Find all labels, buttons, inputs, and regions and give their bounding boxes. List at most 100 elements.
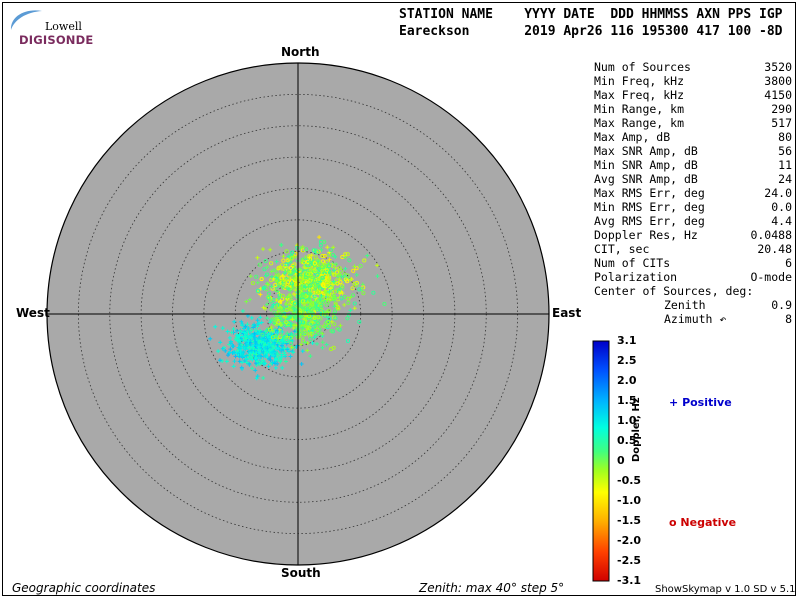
- colorbar-tick-label: 0.5: [617, 434, 637, 447]
- source-point-positive: [290, 317, 295, 322]
- source-point-positive: [284, 276, 289, 281]
- source-point-negative: [274, 270, 279, 275]
- source-point-negative: [308, 267, 313, 272]
- source-point-positive: [273, 288, 278, 293]
- source-point-negative: [292, 301, 298, 306]
- source-point-negative: [307, 321, 312, 326]
- source-point-positive: [220, 326, 225, 331]
- source-point-positive: [337, 277, 342, 282]
- source-point-positive: [289, 345, 294, 350]
- source-point-positive: [271, 345, 276, 350]
- source-point-negative: [281, 258, 286, 263]
- source-point-negative: [250, 281, 255, 286]
- source-point-negative: [265, 327, 270, 332]
- colorbar-tick-label: -3.1: [617, 574, 642, 587]
- source-point-positive: [338, 323, 343, 328]
- colorbar-tick-label: -2.0: [617, 534, 642, 547]
- source-point-positive: [246, 345, 251, 350]
- source-point-positive: [320, 340, 325, 345]
- source-point-negative: [325, 281, 330, 287]
- source-point-positive: [302, 306, 307, 311]
- source-point-positive: [312, 335, 317, 340]
- source-point-negative: [295, 326, 300, 331]
- source-point-positive: [257, 328, 262, 333]
- source-point-positive: [329, 319, 334, 324]
- source-point-positive: [257, 321, 262, 326]
- source-point-negative: [316, 267, 321, 272]
- source-point-negative: [280, 293, 285, 298]
- source-point-negative: [319, 303, 324, 308]
- logo-digisonde-text: DIGISONDE: [19, 33, 94, 47]
- source-point-negative: [358, 264, 363, 269]
- source-point-positive: [235, 333, 240, 338]
- source-point-negative: [321, 283, 326, 288]
- stat-row: Doppler Res, Hz 0.0488: [594, 228, 792, 242]
- stat-label: Doppler Res, Hz: [594, 228, 698, 242]
- source-point-negative: [318, 243, 323, 248]
- source-point-negative: [285, 258, 290, 263]
- source-point-positive: [291, 306, 296, 311]
- source-point-negative: [345, 316, 350, 321]
- source-point-positive: [246, 326, 251, 331]
- source-point-negative: [345, 252, 350, 257]
- source-point-positive: [317, 327, 322, 332]
- source-point-positive: [252, 337, 257, 342]
- source-point-negative: [352, 281, 357, 286]
- source-point-negative: [300, 338, 306, 343]
- source-point-negative: [306, 325, 311, 331]
- colorbar-tick-label: -0.5: [617, 474, 642, 487]
- source-point-positive: [331, 268, 336, 273]
- south-label: South: [281, 566, 321, 580]
- source-point-positive: [318, 279, 323, 284]
- source-point-positive: [279, 322, 284, 327]
- source-point-positive: [307, 260, 312, 265]
- source-point-negative: [284, 320, 289, 325]
- stat-label: Num of Sources: [594, 60, 691, 74]
- stat-label: Avg SNR Amp, dB: [594, 172, 698, 186]
- header-columns: STATION NAME YYYY DATE DDD HHMMSS AXN PP…: [399, 7, 783, 22]
- source-point-positive: [250, 366, 255, 371]
- source-point-negative: [352, 301, 357, 306]
- source-point-positive: [280, 329, 285, 334]
- source-point-negative: [284, 249, 289, 254]
- source-point-positive: [242, 337, 247, 342]
- source-point-positive: [308, 354, 313, 359]
- source-point-negative: [276, 320, 281, 325]
- source-point-positive: [230, 344, 235, 349]
- stat-row: Max RMS Err, deg 24.0: [594, 186, 792, 200]
- source-point-positive: [313, 305, 318, 310]
- source-point-negative: [312, 294, 317, 299]
- source-point-positive: [229, 330, 234, 335]
- west-label: West: [16, 306, 50, 320]
- source-point-positive: [294, 323, 299, 328]
- colorbar-tick-label: 1.0: [617, 414, 637, 427]
- source-point-positive: [305, 348, 310, 353]
- source-point-positive: [319, 293, 324, 298]
- stat-value: 0.0488: [750, 228, 792, 242]
- source-point-positive: [258, 315, 263, 320]
- source-point-negative: [315, 327, 320, 332]
- stat-label: Max SNR Amp, dB: [594, 144, 698, 158]
- center-label: Center of Sources, deg:: [594, 284, 754, 298]
- source-point-negative: [343, 252, 348, 257]
- colorbar-tick-label: 3.1: [617, 334, 637, 347]
- source-point-negative: [269, 261, 274, 266]
- source-point-positive: [335, 326, 340, 331]
- source-point-positive: [252, 322, 257, 327]
- source-point-positive: [303, 340, 308, 345]
- source-point-negative: [331, 253, 336, 258]
- source-point-positive: [283, 359, 288, 364]
- doppler-colorbar: [592, 340, 610, 582]
- source-point-positive: [259, 340, 264, 345]
- source-point-negative: [315, 307, 320, 312]
- source-point-positive: [251, 325, 256, 330]
- source-point-positive: [248, 274, 253, 279]
- source-point-positive: [334, 262, 339, 267]
- source-point-positive: [271, 353, 276, 358]
- source-point-negative: [255, 288, 260, 293]
- source-point-negative: [273, 317, 278, 322]
- source-point-negative: [307, 306, 312, 311]
- source-point-negative: [338, 268, 343, 273]
- source-point-positive: [240, 309, 245, 314]
- source-point-positive: [274, 298, 279, 303]
